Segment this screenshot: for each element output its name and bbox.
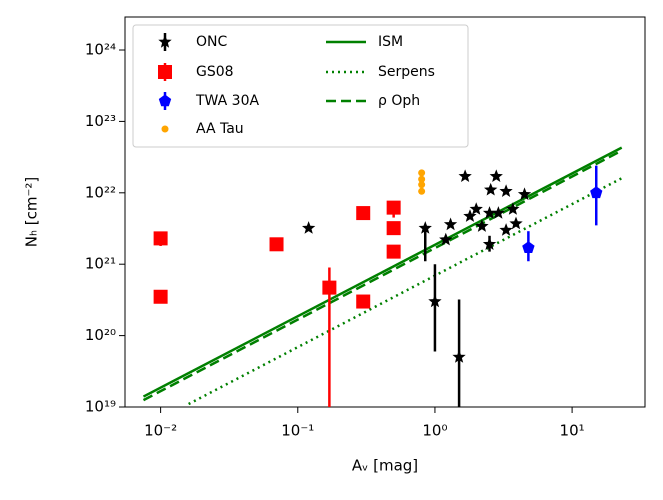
marker xyxy=(356,206,371,221)
marker xyxy=(418,169,426,177)
marker xyxy=(499,184,513,197)
marker xyxy=(452,350,466,363)
y-tick-label: 10¹⁹ xyxy=(85,398,116,416)
y-tick-label: 10²² xyxy=(85,183,116,201)
y-axis-label: Nₕ [cm⁻²] xyxy=(23,177,41,248)
marker xyxy=(489,169,503,182)
marker xyxy=(386,244,401,259)
marker xyxy=(418,187,426,195)
legend-label: ISM xyxy=(378,34,403,50)
marker xyxy=(153,231,168,246)
legend-marker xyxy=(158,65,172,79)
marker xyxy=(463,209,477,222)
marker xyxy=(356,294,371,309)
marker xyxy=(482,237,497,250)
legend-label: ONC xyxy=(196,34,227,50)
x-tick-label: 10¹ xyxy=(560,422,585,440)
model-line xyxy=(142,149,623,402)
plot-frame xyxy=(124,16,646,408)
y-tick-label: 10²⁴ xyxy=(85,41,116,59)
marker xyxy=(322,280,337,295)
marker xyxy=(509,216,523,230)
legend-label: TWA 30A xyxy=(195,93,259,109)
marker xyxy=(482,206,497,219)
x-tick-label: 10⁻² xyxy=(144,422,177,440)
marker xyxy=(517,187,532,201)
legend-box xyxy=(132,24,469,148)
model-line xyxy=(188,177,623,406)
x-axis-label: Aᵥ [mag] xyxy=(352,457,418,475)
legend-label: Serpens xyxy=(378,64,435,80)
marker xyxy=(428,294,442,308)
marker xyxy=(153,289,168,304)
marker xyxy=(458,169,472,182)
marker xyxy=(469,202,483,215)
marker xyxy=(418,175,426,183)
x-tick-label: 10⁻¹ xyxy=(281,422,314,440)
legend-marker xyxy=(158,35,172,48)
marker xyxy=(475,219,489,232)
marker xyxy=(302,221,316,234)
y-tick-label: 10²³ xyxy=(85,112,116,130)
legend-marker xyxy=(161,125,169,133)
marker xyxy=(491,206,505,219)
marker xyxy=(443,217,458,231)
y-tick-label: 10²¹ xyxy=(85,255,116,273)
y-tick-label: 10²⁰ xyxy=(85,326,116,344)
marker xyxy=(522,241,535,253)
marker xyxy=(386,200,401,215)
marker xyxy=(269,237,284,252)
marker xyxy=(418,221,432,234)
legend-label: GS08 xyxy=(196,64,234,80)
marker xyxy=(499,223,513,236)
legend-label: ρ Oph xyxy=(378,93,420,109)
legend-label: AA Tau xyxy=(196,121,244,137)
marker xyxy=(506,202,520,215)
model-line xyxy=(142,146,623,398)
marker xyxy=(386,221,401,236)
marker xyxy=(439,232,453,246)
legend-marker xyxy=(158,94,172,107)
marker xyxy=(484,182,498,196)
x-tick-label: 10⁰ xyxy=(422,422,447,440)
marker xyxy=(418,181,426,189)
marker xyxy=(590,186,603,199)
